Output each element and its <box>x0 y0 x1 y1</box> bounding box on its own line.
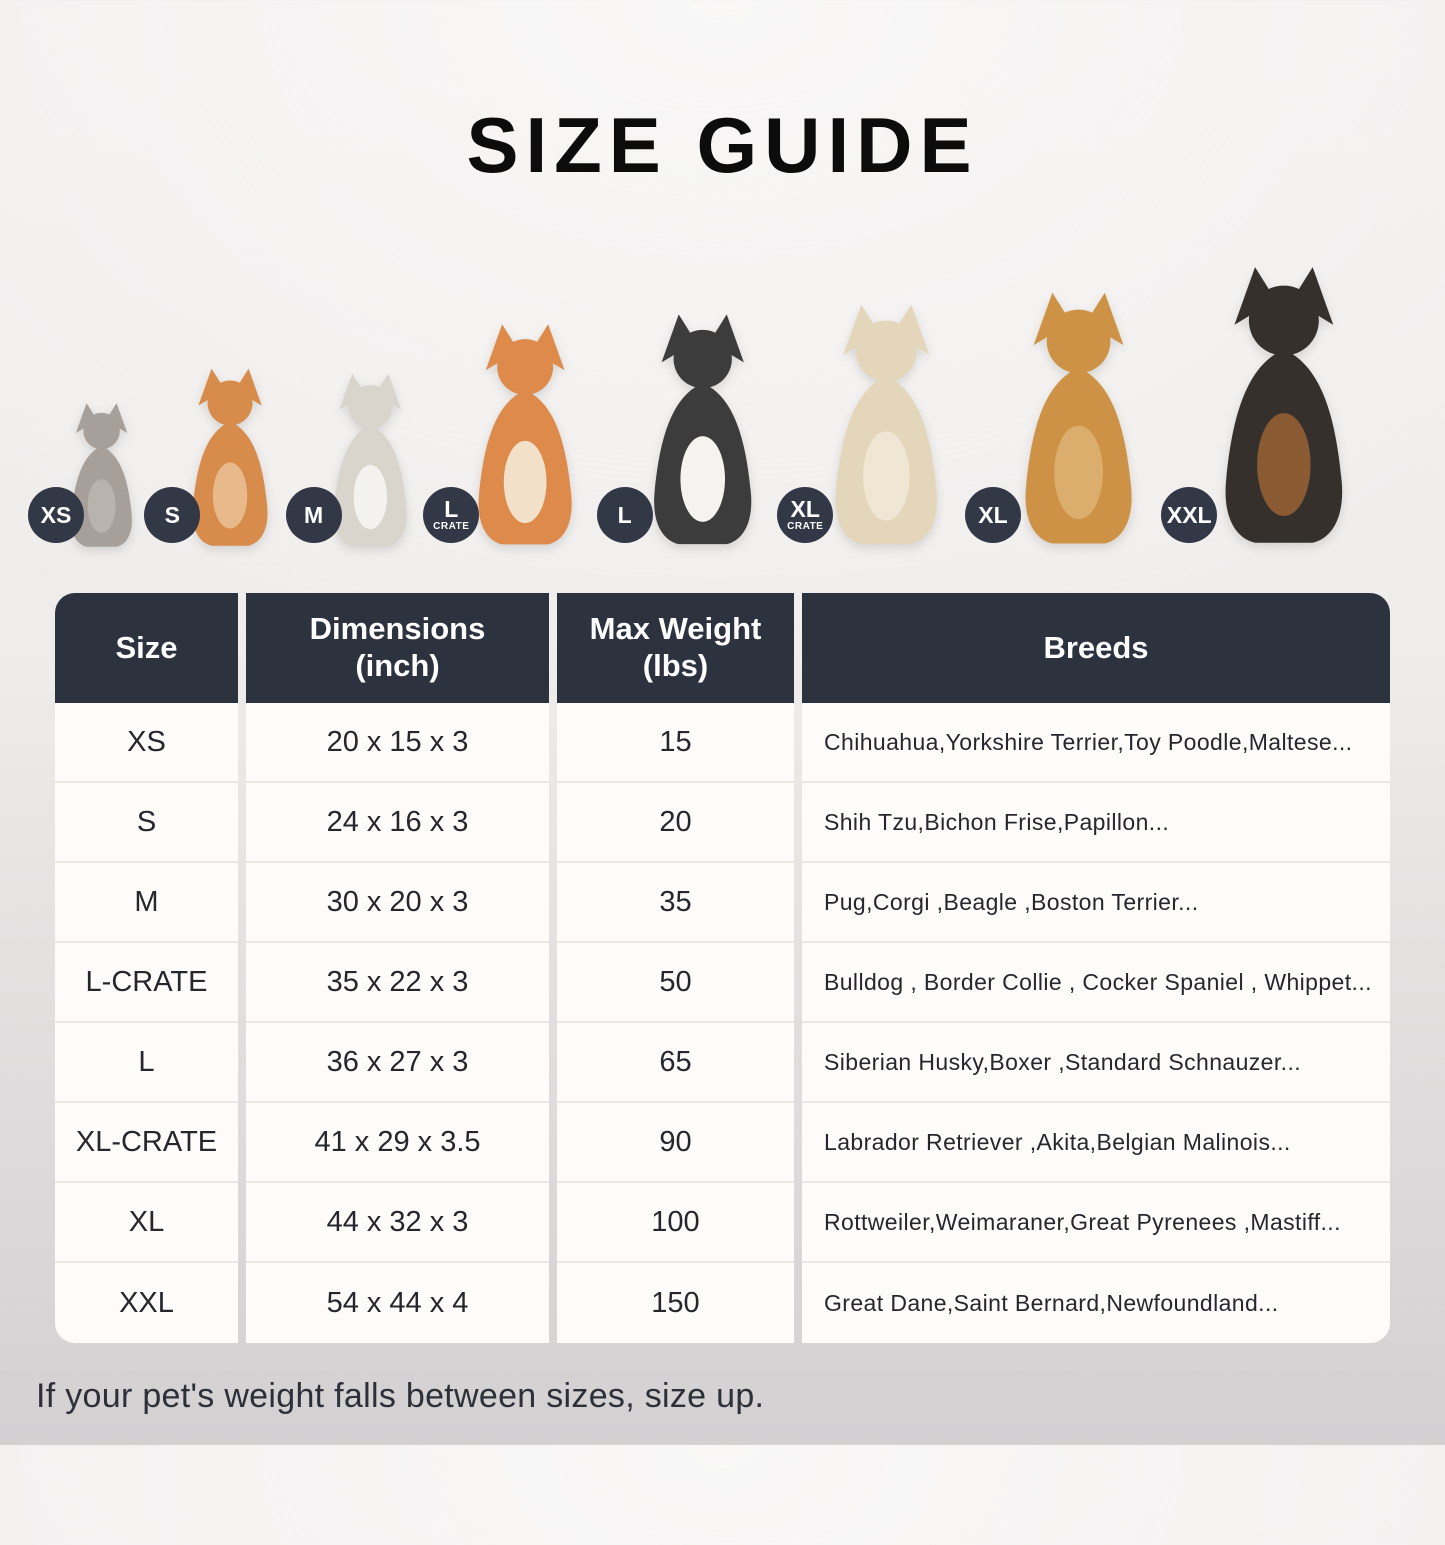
dimensions-cell: 41 x 29 x 3.5 <box>246 1103 549 1183</box>
animal-figure-pomeranian: S <box>144 366 296 551</box>
breeds-cell: Pug,Corgi ,Beagle ,Boston Terrier... <box>802 863 1390 943</box>
header-label: Size <box>115 629 178 665</box>
header-cell-dimensions: Dimensions (inch) <box>246 593 549 703</box>
header-cell-max-weight: Max Weight (lbs) <box>557 593 794 703</box>
badge-label: L <box>444 496 459 522</box>
header-label: Dimensions <box>309 611 486 647</box>
labrador-icon <box>835 304 938 544</box>
size-cell: XS <box>55 703 238 783</box>
dimensions-cell: 54 x 44 x 4 <box>246 1263 549 1343</box>
breeds-cell: Bulldog , Border Collie , Cocker Spaniel… <box>802 943 1390 1023</box>
dimensions-cell: 20 x 15 x 3 <box>246 703 549 783</box>
animals-row: XS S M <box>28 249 1387 551</box>
size-cell: S <box>55 783 238 863</box>
breeds-cell: Rottweiler,Weimaraner,Great Pyrenees ,Ma… <box>802 1183 1390 1263</box>
max-weight-cell: 65 <box>557 1023 794 1103</box>
animal-figure-border-collie: L <box>596 311 788 551</box>
max-weight-cell: 20 <box>557 783 794 863</box>
animal-figure-doberman: XXL <box>1161 263 1387 551</box>
size-badge-xs: XS <box>28 487 84 543</box>
header-label: Max Weight <box>589 611 762 647</box>
size-cell: XL <box>55 1183 238 1263</box>
shiba-inu-icon <box>478 324 572 545</box>
golden-retriever-icon <box>1025 292 1132 544</box>
dimensions-cell: 36 x 27 x 3 <box>246 1023 549 1103</box>
badge-label: XS <box>40 501 72 528</box>
animal-figure-french-bulldog: M <box>285 371 435 551</box>
size-badge-xl: XL <box>964 487 1021 543</box>
size-guide-table: Size Dimensions (inch) Max Weight (lbs) … <box>55 593 1390 1343</box>
breeds-cell: Siberian Husky,Boxer ,Standard Schnauzer… <box>802 1023 1390 1103</box>
page-title: SIZE GUIDE <box>466 101 979 189</box>
size-badge-m: M <box>285 487 342 543</box>
doberman-icon <box>1225 267 1343 543</box>
max-weight-cell: 15 <box>557 703 794 783</box>
animal-figure-labrador: XL CRATE <box>777 301 976 551</box>
pomeranian-icon <box>192 368 268 546</box>
animal-figure-shiba-inu: L CRATE <box>423 321 607 551</box>
footnote: If your pet's weight falls between sizes… <box>36 1377 765 1415</box>
badge-label: M <box>303 501 324 528</box>
french-bulldog-icon <box>333 373 407 546</box>
breeds-cell: Shih Tzu,Bichon Frise,Papillon... <box>802 783 1390 863</box>
size-badge-l: L <box>596 487 653 543</box>
max-weight-cell: 100 <box>557 1183 794 1263</box>
badge-label: L <box>617 501 632 528</box>
dimensions-cell: 44 x 32 x 3 <box>246 1183 549 1263</box>
size-badge-l-crate: L CRATE <box>423 487 480 543</box>
size-badge-xl-crate: XL CRATE <box>777 487 834 543</box>
size-cell: L-CRATE <box>55 943 238 1023</box>
animal-figure-golden-retriever: XL <box>964 289 1172 551</box>
max-weight-cell: 35 <box>557 863 794 943</box>
size-cell: XXL <box>55 1263 238 1343</box>
max-weight-cell: 50 <box>557 943 794 1023</box>
breeds-cell: Great Dane,Saint Bernard,Newfoundland... <box>802 1263 1390 1343</box>
header-sublabel: (inch) <box>355 648 440 683</box>
dimensions-cell: 30 x 20 x 3 <box>246 863 549 943</box>
breeds-cell: Labrador Retriever ,Akita,Belgian Malino… <box>802 1103 1390 1183</box>
size-badge-s: S <box>144 487 201 543</box>
max-weight-cell: 150 <box>557 1263 794 1343</box>
dimensions-cell: 35 x 22 x 3 <box>246 943 549 1023</box>
max-weight-cell: 90 <box>557 1103 794 1183</box>
header-cell-breeds: Breeds <box>802 593 1390 703</box>
badge-label: XL <box>790 496 820 522</box>
header-label: Breeds <box>1043 629 1149 665</box>
badge-sublabel: CRATE <box>787 521 824 532</box>
size-cell: M <box>55 863 238 943</box>
animal-figure-cat: XS <box>28 401 155 551</box>
header-sublabel: (lbs) <box>642 648 709 683</box>
size-cell: XL-CRATE <box>55 1103 238 1183</box>
size-badge-xxl: XXL <box>1161 487 1218 543</box>
breeds-cell: Chihuahua,Yorkshire Terrier,Toy Poodle,M… <box>802 703 1390 783</box>
dimensions-cell: 24 x 16 x 3 <box>246 783 549 863</box>
header-cell-size: Size <box>55 593 238 703</box>
size-cell: L <box>55 1023 238 1103</box>
badge-label: XL <box>978 501 1008 528</box>
badge-label: XXL <box>1166 501 1212 528</box>
cat-icon <box>71 403 132 547</box>
badge-sublabel: CRATE <box>433 521 470 532</box>
badge-label: S <box>164 501 180 528</box>
border-collie-icon <box>653 314 751 545</box>
